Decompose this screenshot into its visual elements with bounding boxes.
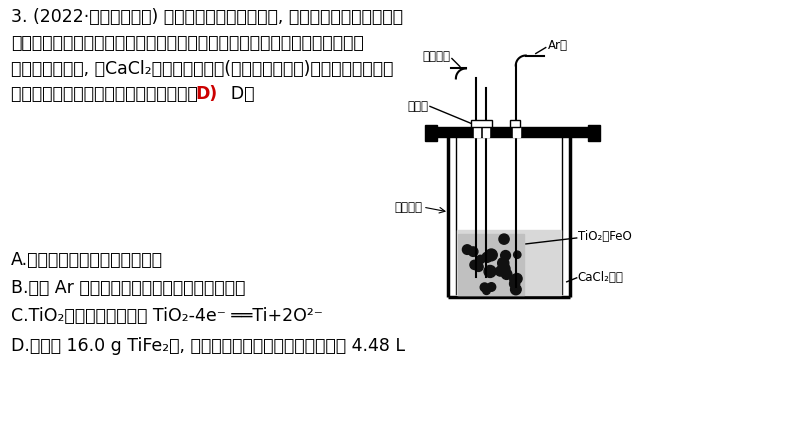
Text: TiO₂和FeO: TiO₂和FeO <box>578 231 631 244</box>
Text: 3. (2022·河南郑州二模) 鱻铁合金具有优异的性能, 在航天和生物医学等领域: 3. (2022·河南郑州二模) 鱻铁合金具有优异的性能, 在航天和生物医学等领… <box>10 8 403 25</box>
Text: B.通入 Ar 气主要是为了保护石墨坦埘不被氧化: B.通入 Ar 气主要是为了保护石墨坦埘不被氧化 <box>10 279 245 297</box>
Circle shape <box>498 257 509 269</box>
Circle shape <box>462 245 472 254</box>
Circle shape <box>484 266 496 278</box>
Circle shape <box>480 283 489 291</box>
Bar <box>588 125 599 141</box>
Text: 分别作电极材料, 以CaCl₂燕盐为离子导体(不参与电极反应)制备鱻铁合金的电: 分别作电极材料, 以CaCl₂燕盐为离子导体(不参与电极反应)制备鱻铁合金的电 <box>10 59 393 77</box>
Circle shape <box>485 249 497 261</box>
Circle shape <box>499 234 509 244</box>
Text: 有广泛的应用。如图是以二氧化鱻、氧化亚铁混合粉末压制的块体和石墨坦埘: 有广泛的应用。如图是以二氧化鱻、氧化亚铁混合粉末压制的块体和石墨坦埘 <box>10 34 364 51</box>
Circle shape <box>502 269 512 279</box>
Circle shape <box>511 284 521 295</box>
Text: 石墨坦埘: 石墨坦埘 <box>394 201 422 214</box>
Bar <box>510 120 520 127</box>
Bar <box>513 127 520 137</box>
Text: 解装置示意图。下列相关说法正确的是（      D）: 解装置示意图。下列相关说法正确的是（ D） <box>10 85 254 103</box>
Text: C.TiO₂发生的电极反应为 TiO₂-4e⁻ ══Ti+2O²⁻: C.TiO₂发生的电极反应为 TiO₂-4e⁻ ══Ti+2O²⁻ <box>10 307 322 325</box>
Circle shape <box>510 274 519 284</box>
Text: A.石墨坦埘连接直流电源的负极: A.石墨坦埘连接直流电源的负极 <box>10 251 163 269</box>
Text: 橡皮塞: 橡皮塞 <box>407 100 428 113</box>
Bar <box>474 127 480 137</box>
Text: D.每生成 16.0 g TiFe₂时, 流出气体在标准状况下的体积大于 4.48 L: D.每生成 16.0 g TiFe₂时, 流出气体在标准状况下的体积大于 4.4… <box>10 337 405 354</box>
Text: D): D) <box>195 85 218 103</box>
Text: 流出气体: 流出气体 <box>422 50 450 63</box>
Circle shape <box>498 263 510 275</box>
Circle shape <box>482 252 492 262</box>
Circle shape <box>501 251 511 260</box>
Circle shape <box>487 283 495 291</box>
Circle shape <box>514 251 521 258</box>
Text: Ar气: Ar气 <box>548 39 568 52</box>
Circle shape <box>474 262 483 271</box>
Bar <box>471 120 491 127</box>
Bar <box>458 234 524 295</box>
Circle shape <box>483 287 490 295</box>
Circle shape <box>512 274 522 284</box>
Circle shape <box>476 255 484 264</box>
Circle shape <box>470 260 479 270</box>
Bar <box>425 125 437 141</box>
Circle shape <box>510 278 520 289</box>
Bar <box>430 127 595 137</box>
Text: CaCl₂燕盐: CaCl₂燕盐 <box>578 271 623 284</box>
Bar <box>483 127 489 137</box>
Circle shape <box>468 247 478 257</box>
Bar <box>457 230 561 295</box>
Circle shape <box>495 266 505 276</box>
